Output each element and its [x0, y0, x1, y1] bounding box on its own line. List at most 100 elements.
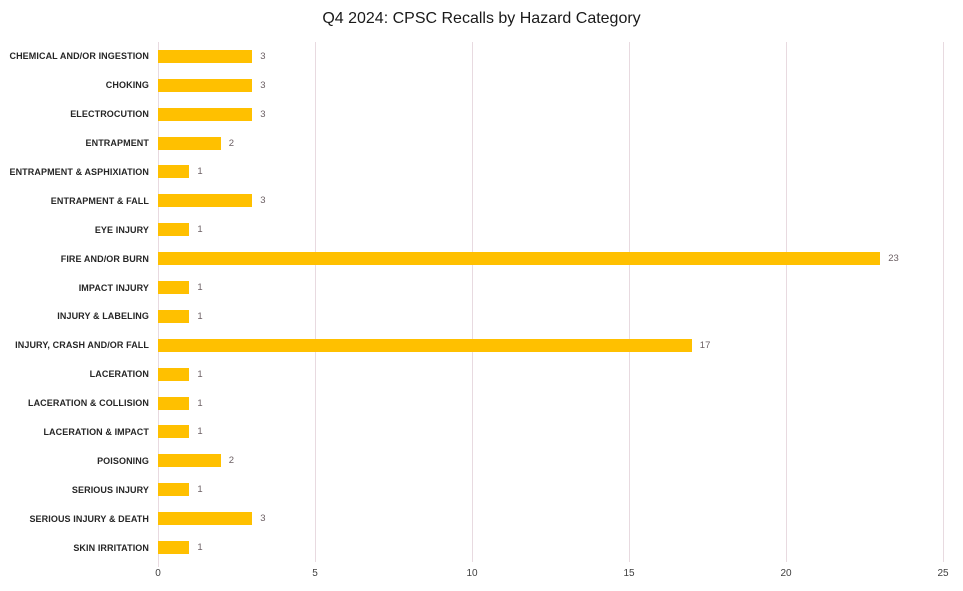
bar-zone: 1: [158, 475, 943, 504]
category-label: ELECTROCUTION: [70, 109, 149, 120]
data-label: 2: [228, 137, 235, 149]
data-label: 3: [260, 513, 266, 525]
category-label: INJURY, CRASH AND/OR FALL: [15, 340, 149, 351]
bar: [158, 367, 190, 381]
bar: [158, 107, 253, 121]
x-axis-tick-label: 10: [466, 568, 478, 579]
bar-zone: 1: [158, 418, 943, 447]
bar-zone: 1: [158, 215, 943, 244]
data-label: 3: [260, 79, 266, 91]
bar: [158, 194, 253, 208]
data-label: 23: [888, 253, 899, 265]
chart-row: INJURY & LABELING 1: [0, 302, 943, 331]
bar-zone: 3: [158, 42, 943, 71]
chart-row: IMPACT INJURY 1: [0, 273, 943, 302]
bar: [158, 454, 221, 468]
category-axis-line: [158, 42, 159, 567]
x-axis-tick-label: 20: [780, 568, 792, 579]
bar: [158, 78, 253, 92]
data-label: 1: [197, 397, 203, 409]
bar-zone: 3: [158, 100, 943, 129]
data-label: 2: [228, 455, 235, 467]
gridline: [314, 42, 316, 562]
chart-row: LACERATION & IMPACT 1: [0, 418, 943, 447]
data-label: 1: [197, 368, 203, 380]
category-label: SKIN IRRITATION: [73, 542, 149, 553]
category-label: ENTRAPMENT & ASPHIXIATION: [9, 166, 149, 177]
chart-row: SERIOUS INJURY & DEATH 3: [0, 504, 943, 533]
bar: [158, 49, 253, 63]
bar-zone: 1: [158, 360, 943, 389]
data-label: 1: [197, 224, 203, 236]
x-axis-tick-label: 15: [623, 568, 635, 579]
category-label: LACERATION: [89, 369, 149, 380]
category-label: EYE INJURY: [94, 224, 149, 235]
bar: [158, 425, 190, 439]
x-axis-tick-label: 5: [312, 568, 318, 579]
chart-row: ENTRAPMENT 2: [0, 129, 943, 158]
data-label: 3: [260, 108, 266, 120]
data-label: 3: [260, 50, 266, 62]
chart-row: INJURY, CRASH AND/OR FALL 17: [0, 331, 943, 360]
category-label: INJURY & LABELING: [57, 311, 149, 322]
chart-row: POISONING 2: [0, 446, 943, 475]
x-axis-tick-label: 0: [155, 568, 161, 579]
gridline: [785, 42, 787, 562]
bar: [158, 223, 190, 237]
bar-zone: 3: [158, 504, 943, 533]
bar-zone: 23: [158, 244, 943, 273]
category-label: CHOKING: [105, 80, 149, 91]
data-label: 1: [197, 282, 203, 294]
gridline: [628, 42, 630, 562]
bar-zone: 3: [158, 71, 943, 100]
bar-zone: 1: [158, 302, 943, 331]
bar-zone: 1: [158, 158, 943, 187]
chart-row: LACERATION & COLLISION 1: [0, 389, 943, 418]
bar-zone: 1: [158, 389, 943, 418]
bar: [158, 483, 190, 497]
gridline: [942, 42, 944, 562]
category-label: FIRE AND/OR BURN: [60, 253, 149, 264]
category-label: ENTRAPMENT & FALL: [50, 195, 149, 206]
bar: [158, 396, 190, 410]
data-label: 1: [197, 310, 203, 322]
bar-zone: 2: [158, 446, 943, 475]
chart-row: ELECTROCUTION 3: [0, 100, 943, 129]
category-label: ENTRAPMENT: [85, 138, 149, 149]
bar: [158, 165, 190, 179]
x-axis: 0 5 10 15 20 25: [155, 568, 948, 584]
data-label: 1: [197, 426, 203, 438]
bar-zone: 1: [158, 273, 943, 302]
chart-row: ENTRAPMENT & ASPHIXIATION 1: [0, 158, 943, 187]
category-label: IMPACT INJURY: [78, 282, 149, 293]
data-label: 1: [197, 166, 203, 178]
plot-area: [158, 42, 944, 562]
bar-zone: 17: [158, 331, 943, 360]
x-axis-tick-label: 25: [937, 568, 949, 579]
bar: [158, 252, 881, 266]
category-label: LACERATION & COLLISION: [27, 398, 149, 409]
data-label: 1: [197, 484, 203, 496]
category-label: SERIOUS INJURY & DEATH: [29, 513, 149, 524]
chart-row: CHEMICAL AND/OR INGESTION 3: [0, 42, 943, 71]
chart-row: EYE INJURY 1: [0, 215, 943, 244]
chart-title: Q4 2024: CPSC Recalls by Hazard Category: [322, 10, 641, 27]
category-label: POISONING: [97, 455, 149, 466]
bar: [158, 136, 221, 150]
bar: [158, 309, 190, 323]
data-label: 17: [699, 339, 711, 351]
bar: [158, 338, 692, 352]
chart-row: SERIOUS INJURY 1: [0, 475, 943, 504]
chart-row: ENTRAPMENT & FALL 3: [0, 186, 943, 215]
bar: [158, 512, 253, 526]
category-label: LACERATION & IMPACT: [43, 426, 149, 437]
category-label: CHEMICAL AND/OR INGESTION: [9, 51, 149, 62]
bar: [158, 541, 190, 555]
data-label: 1: [197, 542, 203, 554]
gridline: [471, 42, 473, 562]
chart-row: CHOKING 3: [0, 71, 943, 100]
bar: [158, 281, 190, 295]
chart-row: FIRE AND/OR BURN 23: [0, 244, 943, 273]
bar-rows: CHEMICAL AND/OR INGESTION 3 CHOKING 3 ELECTR…: [0, 42, 943, 562]
